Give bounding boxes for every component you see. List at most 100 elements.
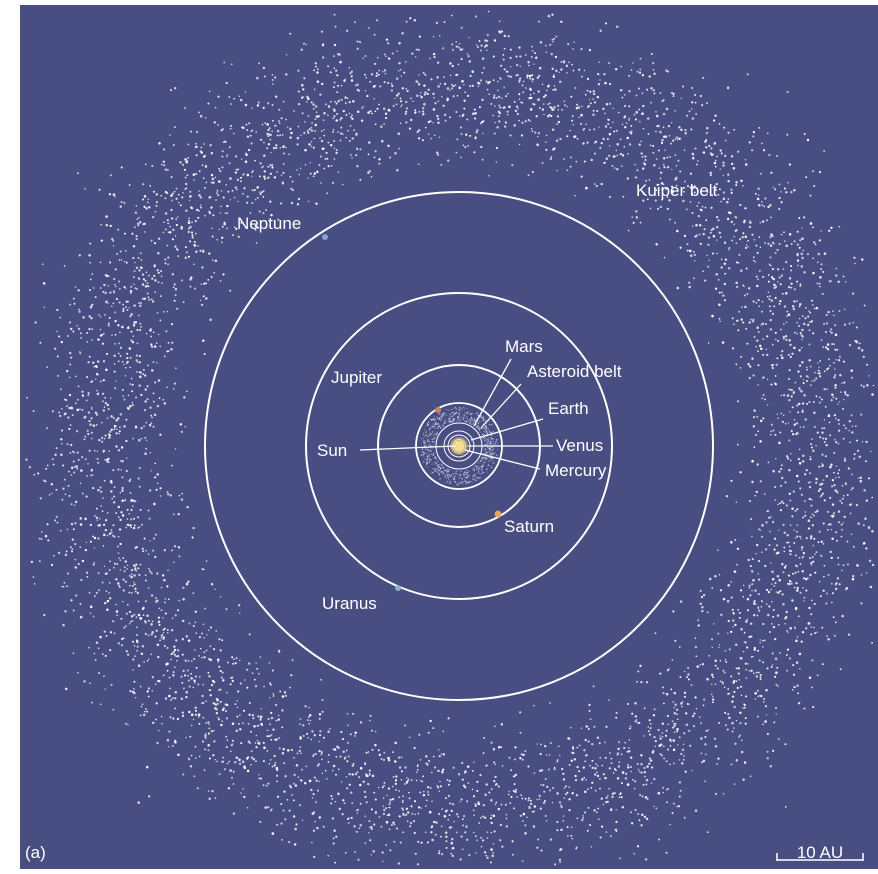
kuiper-belt-object [485,764,488,767]
kuiper-belt-object [641,167,645,170]
kuiper-belt-object [405,87,408,90]
kuiper-belt-object [305,765,308,768]
kuiper-belt-object [162,632,165,634]
kuiper-belt-object [70,599,73,602]
kuiper-belt-object [171,464,173,467]
kuiper-belt-object [734,216,737,218]
kuiper-belt-object [335,119,338,122]
kuiper-belt-object [257,101,260,104]
kuiper-belt-object [515,788,518,791]
kuiper-belt-object [779,431,782,434]
kuiper-belt-object [765,714,768,716]
kuiper-belt-object [385,116,388,120]
kuiper-belt-object [793,288,796,291]
kuiper-belt-object [263,746,266,750]
kuiper-belt-object [755,275,758,278]
kuiper-belt-object [788,545,791,548]
kuiper-belt-object [471,84,474,88]
kuiper-belt-object [560,848,563,851]
kuiper-belt-object [756,251,759,254]
kuiper-belt-object [715,215,719,219]
kuiper-belt-object [128,405,132,408]
kuiper-belt-object [819,483,822,486]
kuiper-belt-object [796,684,799,687]
kuiper-belt-object [254,228,257,231]
kuiper-belt-object [132,276,135,278]
kuiper-belt-object [837,429,841,432]
kuiper-belt-object [97,461,100,464]
kuiper-belt-object [817,541,820,544]
kuiper-belt-object [195,250,198,253]
kuiper-belt-object [162,628,165,631]
kuiper-belt-object [665,851,668,854]
kuiper-belt-object [215,711,218,715]
kuiper-belt-object [630,756,633,759]
kuiper-belt-object [261,123,264,126]
kuiper-belt-object [695,113,697,115]
kuiper-belt-object [370,854,373,856]
kuiper-belt-object [743,641,746,643]
kuiper-belt-object [808,497,811,501]
kuiper-belt-object [209,694,212,697]
kuiper-belt-object [573,41,575,43]
kuiper-belt-object [490,848,493,851]
kuiper-belt-object [702,704,705,707]
kuiper-belt-object [141,283,145,286]
kuiper-belt-object [722,597,726,601]
kuiper-belt-object [830,226,833,229]
kuiper-belt-object [455,831,458,834]
kuiper-belt-object [545,134,548,137]
kuiper-belt-object [805,375,808,378]
kuiper-belt-object [251,672,254,675]
kuiper-belt-object [414,111,417,114]
kuiper-belt-object [200,283,203,285]
kuiper-belt-object [64,610,67,613]
kuiper-belt-object [704,206,707,209]
kuiper-belt-object [337,131,339,133]
kuiper-belt-object [814,571,816,574]
kuiper-belt-object [112,239,115,242]
kuiper-belt-object [635,719,638,721]
kuiper-belt-object [219,169,222,173]
kuiper-belt-object [417,764,419,766]
kuiper-belt-object [399,841,402,844]
kuiper-belt-object [129,291,133,294]
kuiper-belt-object [348,67,351,69]
kuiper-belt-object [800,549,803,551]
kuiper-belt-object [547,14,551,18]
kuiper-belt-object [386,814,389,817]
kuiper-belt-object [792,572,794,575]
kuiper-belt-object [494,784,497,786]
kuiper-belt-object [211,235,214,238]
kuiper-belt-object [138,438,141,442]
kuiper-belt-object [147,296,150,299]
kuiper-belt-object [329,143,333,147]
kuiper-belt-object [608,82,612,86]
kuiper-belt-object [490,788,493,790]
kuiper-belt-object [103,565,106,568]
kuiper-belt-object [719,589,723,592]
kuiper-belt-object [767,242,770,245]
kuiper-belt-object [402,809,405,811]
kuiper-belt-object [140,266,143,270]
kuiper-belt-object [126,352,129,355]
kuiper-belt-object [268,763,271,765]
kuiper-belt-object [88,420,91,423]
kuiper-belt-object [224,710,228,713]
kuiper-belt-object [131,640,135,643]
kuiper-belt-object [458,46,461,49]
kuiper-belt-object [759,221,762,224]
kuiper-belt-object [113,290,115,293]
kuiper-belt-object [189,199,191,202]
kuiper-belt-object [488,80,491,84]
kuiper-belt-object [104,396,106,399]
kuiper-belt-object [129,584,131,587]
kuiper-belt-object [141,297,145,300]
kuiper-belt-object [123,202,126,204]
kuiper-belt-object [638,721,641,724]
kuiper-belt-object [369,719,371,722]
kuiper-belt-object [198,675,201,678]
kuiper-belt-object [163,221,165,223]
kuiper-belt-object [108,592,110,594]
kuiper-belt-object [244,160,248,163]
